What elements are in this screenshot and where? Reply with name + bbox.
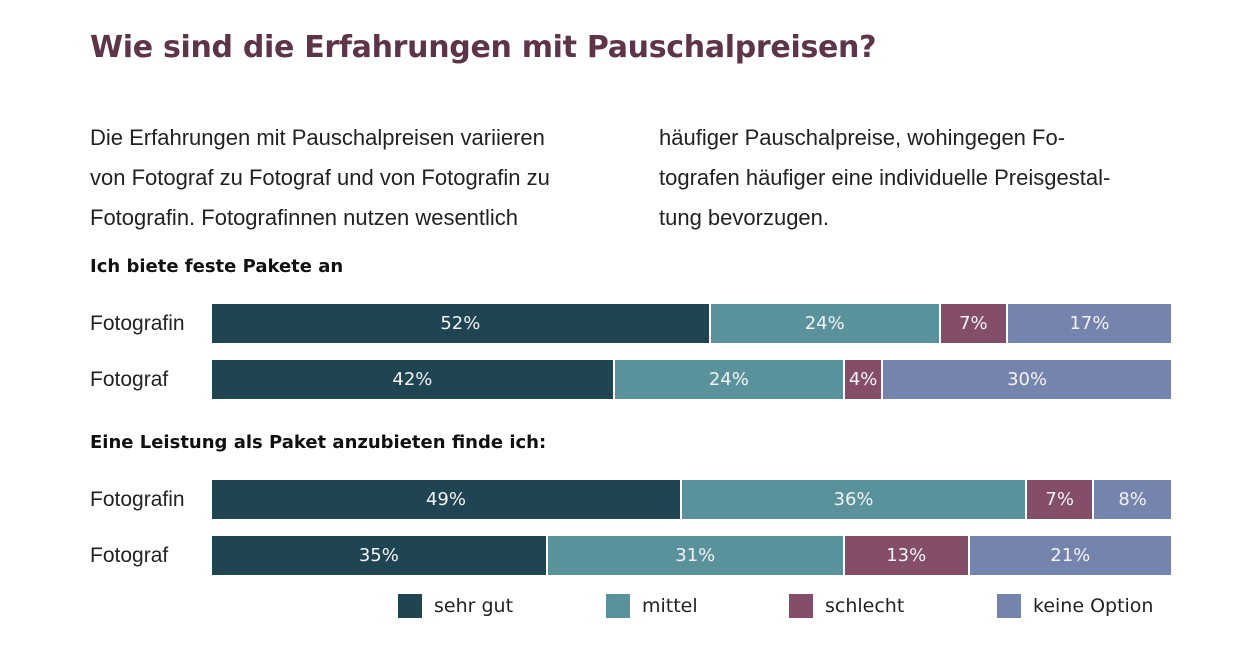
intro-line: häufiger Pauschalpreise, wohingegen Fo- bbox=[659, 125, 1066, 150]
intro-line: von Fotograf zu Fotograf und von Fotogra… bbox=[90, 165, 550, 190]
legend-item-schlecht: schlecht bbox=[789, 594, 904, 618]
legend-swatch-sehr-gut bbox=[398, 594, 422, 618]
chart-2-row-label-fotografin: Fotografin bbox=[90, 488, 185, 511]
intro-line: Fotografin. Fotografinnen nutzen wesentl… bbox=[90, 205, 519, 230]
data-label: 49% bbox=[425, 489, 466, 510]
data-label: 13% bbox=[886, 545, 927, 566]
data-label: 52% bbox=[440, 313, 481, 334]
data-label: 17% bbox=[1069, 313, 1110, 334]
legend-swatch-schlecht bbox=[789, 594, 813, 618]
data-label: 8% bbox=[1118, 489, 1147, 510]
bar-segment-sehr-gut: 35% bbox=[212, 536, 548, 575]
bar-segment-sehr-gut: 42% bbox=[212, 360, 615, 399]
intro-text-left: Die Erfahrungen mit Pauschalpreisen vari… bbox=[90, 118, 610, 238]
chart-1-bar-fotograf: 42% 24% 4% 30% bbox=[212, 360, 1171, 399]
data-label: 36% bbox=[833, 489, 874, 510]
bar-segment-sehr-gut: 49% bbox=[212, 480, 682, 519]
bar-segment-schlecht: 13% bbox=[844, 536, 970, 575]
legend-label: sehr gut bbox=[434, 595, 514, 617]
legend-item-sehr-gut: sehr gut bbox=[398, 594, 513, 618]
bar-segment-keine-option: 21% bbox=[969, 536, 1171, 575]
bar-segment-mittel: 31% bbox=[547, 536, 845, 575]
intro-line: tung bevorzugen. bbox=[659, 205, 830, 230]
intro-line: Die Erfahrungen mit Pauschalpreisen vari… bbox=[90, 125, 545, 150]
legend-item-mittel: mittel bbox=[606, 594, 698, 618]
chart-1-row-label-fotograf: Fotograf bbox=[90, 368, 169, 391]
bar-segment-sehr-gut: 52% bbox=[212, 304, 711, 343]
bar-segment-schlecht: 7% bbox=[940, 304, 1008, 343]
bar-segment-mittel: 36% bbox=[681, 480, 1028, 519]
intro-line: tografen häufiger eine individuelle Prei… bbox=[659, 165, 1111, 190]
bar-segment-keine-option: 17% bbox=[1007, 304, 1171, 343]
data-label: 7% bbox=[959, 313, 988, 334]
bar-segment-schlecht: 7% bbox=[1027, 480, 1095, 519]
chart-2-row-label-fotograf: Fotograf bbox=[90, 544, 169, 567]
legend-label: keine Option bbox=[1033, 595, 1154, 617]
chart-1-bar-fotografin: 52% 24% 7% 17% bbox=[212, 304, 1171, 343]
data-label: 24% bbox=[708, 369, 749, 390]
legend-swatch-keine-option bbox=[997, 594, 1021, 618]
data-label: 21% bbox=[1050, 545, 1091, 566]
chart-2-bar-fotografin: 49% 36% 7% 8% bbox=[212, 480, 1171, 519]
intro-text-right: häufiger Pauschalpreise, wohingegen Fo- … bbox=[659, 118, 1179, 238]
bar-segment-keine-option: 30% bbox=[883, 360, 1171, 399]
data-label: 4% bbox=[848, 369, 878, 390]
chart-2-bar-fotograf: 35% 31% 13% 21% bbox=[212, 536, 1171, 575]
chart-1-title: Ich biete feste Pakete an bbox=[90, 256, 344, 277]
data-label: 35% bbox=[358, 545, 399, 566]
bar-segment-mittel: 24% bbox=[614, 360, 845, 399]
data-label: 24% bbox=[804, 313, 845, 334]
data-label: 7% bbox=[1045, 489, 1074, 510]
legend-label: mittel bbox=[642, 595, 698, 617]
page-title: Wie sind die Erfahrungen mit Pauschalpre… bbox=[90, 30, 877, 65]
data-label: 31% bbox=[675, 545, 716, 566]
chart-legend: sehr gut mittel schlecht keine Option bbox=[398, 594, 1178, 620]
legend-item-keine-option: keine Option bbox=[997, 594, 1153, 618]
bar-segment-keine-option: 8% bbox=[1094, 480, 1171, 519]
legend-swatch-mittel bbox=[606, 594, 630, 618]
chart-1-row-label-fotografin: Fotografin bbox=[90, 312, 185, 335]
bar-segment-schlecht: 4% bbox=[844, 360, 884, 399]
bar-segment-mittel: 24% bbox=[710, 304, 941, 343]
legend-label: schlecht bbox=[825, 595, 905, 617]
data-label: 42% bbox=[392, 369, 433, 390]
data-label: 30% bbox=[1007, 369, 1048, 390]
chart-2-title: Eine Leistung als Paket anzubieten finde… bbox=[90, 432, 547, 453]
